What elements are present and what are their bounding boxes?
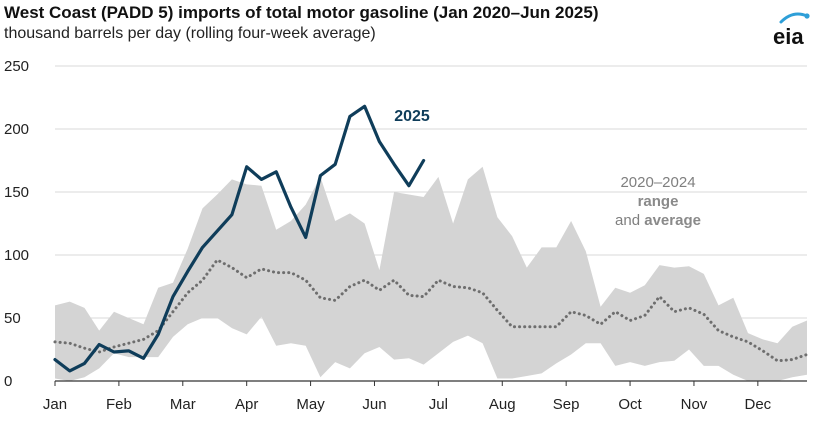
series-2025-label: 2025 — [394, 108, 430, 125]
y-axis-ticks: 0 50 100 150 200 250 — [4, 58, 29, 390]
x-tick-label: Sep — [553, 396, 580, 413]
range-band — [55, 166, 807, 381]
x-tick-label: Nov — [681, 396, 708, 413]
y-tick-label: 200 — [4, 121, 29, 138]
x-axis-ticks: Jan Feb Mar Apr May Jun Jul Aug Sep Oct Nov Dec — [43, 381, 772, 413]
x-tick-label: Feb — [106, 396, 132, 413]
x-tick-label: May — [296, 396, 325, 413]
range-label-line1: 2020–2024 — [620, 174, 695, 191]
annotations: 2025 2020–2024 range and average — [394, 108, 701, 229]
x-tick-label: Aug — [489, 396, 516, 413]
series-2025 — [53, 104, 426, 373]
eia-logo-text: eia — [773, 24, 804, 48]
chart-subtitle: thousand barrels per day (rolling four-w… — [4, 25, 376, 42]
y-tick-label: 150 — [4, 184, 29, 201]
y-tick-label: 250 — [4, 58, 29, 75]
x-tick-label: Mar — [170, 396, 196, 413]
chart-title: West Coast (PADD 5) imports of total mot… — [4, 3, 599, 22]
range-label-and: and — [615, 212, 644, 229]
eia-logo[interactable]: eia — [767, 8, 817, 48]
range-label-line3: and average — [615, 212, 701, 229]
y-tick-label: 100 — [4, 247, 29, 264]
x-tick-label: Jul — [429, 396, 448, 413]
range-label-average: average — [644, 212, 701, 229]
x-tick-label: Oct — [618, 396, 642, 413]
y-tick-label: 50 — [4, 310, 21, 327]
x-tick-label: Dec — [745, 396, 772, 413]
average-line — [53, 258, 809, 363]
y-tick-label: 0 — [4, 373, 12, 390]
series-2025-line — [53, 104, 426, 373]
average-polyline — [53, 258, 809, 363]
x-tick-label: Jun — [362, 396, 386, 413]
range-band-area — [55, 166, 807, 381]
x-tick-label: Jan — [43, 396, 67, 413]
x-tick-label: Apr — [235, 396, 258, 413]
range-label-line2: range — [638, 193, 679, 210]
